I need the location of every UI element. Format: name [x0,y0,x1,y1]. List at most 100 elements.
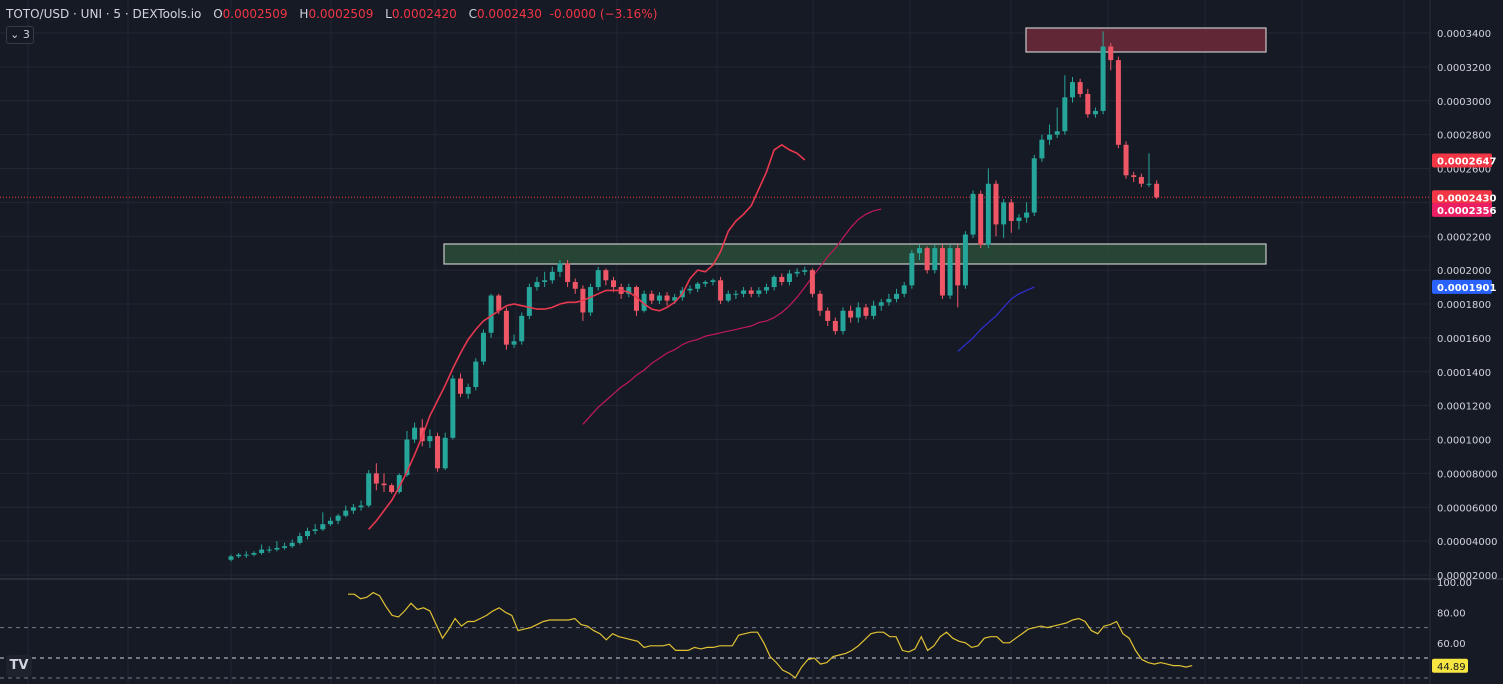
candle-body [327,520,333,525]
price-tick-label: 0.0002200 [1437,232,1491,243]
candle-body [1070,82,1075,98]
price-tag-text: 0.0002647 [1437,157,1497,168]
candle [289,539,295,548]
candle-body [465,386,471,394]
candle [274,541,280,552]
candle [718,276,724,304]
candle [442,432,448,470]
price-tag-text: 0.0002356 [1437,206,1497,217]
rsi-tick-label: 100.00 [1437,578,1472,589]
candle-body [871,305,877,316]
candle [243,551,249,559]
price-axis: 0.0003400 0.0003200 0.0003000 0.0002800 0.00… [1432,29,1497,582]
candle [1054,107,1060,139]
open-label: O [213,7,223,21]
candle [962,231,968,289]
price-tick-label: 0.00002000 [1437,571,1497,582]
candle-body [519,315,525,342]
candle [595,266,601,291]
candle-body [458,378,463,394]
candle-body [1138,176,1144,184]
candle-body [305,530,310,537]
open-value: 0.0002509 [222,7,288,21]
candle [1154,180,1160,199]
candle-body [672,297,678,301]
candle-body [243,554,249,556]
candle-body [917,248,922,254]
candle-body [809,270,815,294]
candle-body [480,332,486,362]
candle-body [656,295,662,301]
candle-body [924,248,930,271]
candle [947,244,953,299]
price-tag-text: 0.0001901 [1437,283,1497,294]
candle-body [1123,144,1129,176]
price-tick-label: 0.00004000 [1437,537,1497,548]
candle [1092,107,1098,118]
candle-body [741,290,747,294]
candle-body [412,427,418,440]
tradingview-logo[interactable]: TV [6,655,32,677]
indicator-count: 3 [22,28,30,41]
candle [748,287,754,298]
candle-body [832,320,838,332]
high-value: 0.0002509 [308,7,374,21]
candle [480,329,486,365]
candle-body [542,280,548,282]
candle-body [435,436,441,469]
candle-body [442,437,448,469]
low-label: L [385,7,392,21]
rsi-tag-bg [1432,658,1468,673]
candle-body [779,276,785,282]
candle-body [1146,183,1152,185]
symbol-title[interactable]: TOTO/USD · UNI · 5 · DEXTools.io [6,7,202,21]
candle [305,527,310,540]
candle [381,473,387,493]
price-tick-label: 0.0001200 [1437,402,1491,413]
candle-body [1100,46,1106,111]
price-tag-bg [1432,190,1492,205]
candle-body [939,248,945,296]
rsi-current-tag: 44.89 [1432,658,1468,673]
rsi-line [348,591,1193,679]
candle [404,431,410,477]
rsi-tag-text: 44.89 [1437,662,1466,673]
candle-body [1001,202,1007,225]
candle [1138,173,1144,188]
candle-body [350,507,356,511]
candle [373,463,379,491]
candle [572,278,578,294]
candle-body [572,281,578,289]
candle [312,524,318,535]
candle [1115,56,1121,149]
candle-body [702,281,708,284]
resistance-zone [1025,27,1267,53]
candle-body [687,288,693,291]
candle-body [557,263,563,272]
price-tag-bg [1432,202,1492,217]
candle [511,334,517,349]
candle [970,190,976,238]
indicator-toggle-button[interactable]: ⌄ 3 [6,26,34,44]
price-tick-label: 0.0001800 [1437,300,1491,311]
candle [901,281,907,298]
candle [771,275,777,291]
candle [909,249,915,289]
candle [702,280,708,288]
candle-body [886,298,892,303]
candle [251,551,257,557]
price-tag: 0.0001901 [1432,279,1497,294]
candle-body [848,310,854,318]
candle [1100,31,1106,115]
candle [756,287,762,298]
candle [779,273,785,286]
candle-body [710,280,716,282]
low-value: 0.0002420 [391,7,457,21]
candle-body [427,436,433,442]
candle [343,505,349,518]
rsi-tick-label: 80.00 [1437,608,1466,619]
candle-body [695,283,701,289]
candle [358,500,364,511]
candle [863,304,869,320]
